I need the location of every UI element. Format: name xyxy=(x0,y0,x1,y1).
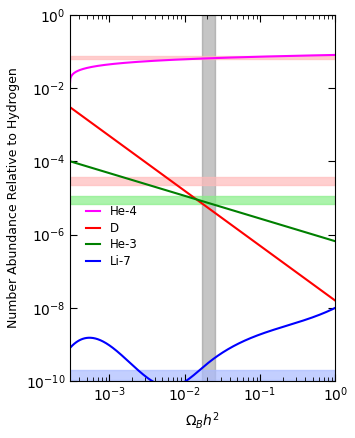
Y-axis label: Number Abundance Relative to Hydrogen: Number Abundance Relative to Hydrogen xyxy=(7,67,20,328)
Bar xyxy=(70,56,335,59)
X-axis label: $\Omega_B h^2$: $\Omega_B h^2$ xyxy=(185,410,220,431)
Bar xyxy=(70,196,335,204)
Bar xyxy=(202,15,215,381)
Bar xyxy=(70,370,335,379)
Bar xyxy=(70,177,335,185)
Legend: He-4, D, He-3, Li-7: He-4, D, He-3, Li-7 xyxy=(81,201,142,272)
